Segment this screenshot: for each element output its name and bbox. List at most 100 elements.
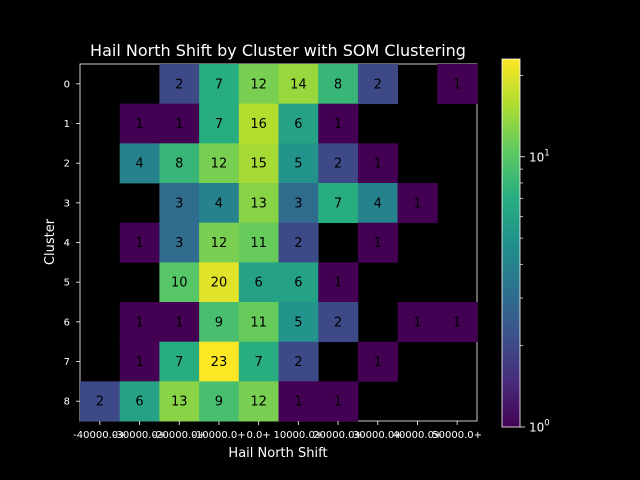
heatmap-cell xyxy=(238,222,279,263)
heatmap-cell xyxy=(357,341,398,382)
cell-value-label: 8 xyxy=(175,157,183,172)
cell-value-label: 3 xyxy=(294,196,302,211)
heatmap-cell xyxy=(238,143,279,184)
cell-value-label: 23 xyxy=(211,355,228,370)
y-tick-label: 5 xyxy=(64,278,70,289)
cell-value-label: 1 xyxy=(334,276,342,291)
heatmap-cell xyxy=(318,381,359,422)
y-tick-label: 3 xyxy=(64,198,70,209)
heatmap-cell xyxy=(238,64,279,105)
cell-value-label: 4 xyxy=(374,196,382,211)
x-tick-label: 50000.0+ xyxy=(432,430,482,441)
heatmap-cell xyxy=(437,64,478,105)
cell-value-labels: 2 7 12 14 8 2 11 1 7 16 6 14 8 12 15 5 2 13 4 13 3 7 4 11 3 12 11 2… xyxy=(96,77,462,409)
cell-value-label: 1 xyxy=(334,395,342,410)
heatmap-cell xyxy=(119,302,160,343)
cell-value-label: 2 xyxy=(96,395,104,410)
cell-value-label: 1 xyxy=(413,315,421,330)
cell-value-label: 11 xyxy=(250,315,267,330)
cell-value-label: 9 xyxy=(215,315,223,330)
heatmap-cell xyxy=(159,341,200,382)
y-tick-label: 2 xyxy=(64,159,70,170)
heatmap-cell xyxy=(119,381,160,422)
y-tick-label: 0 xyxy=(64,79,70,90)
x-tick-label: 40000.0+ xyxy=(393,430,443,441)
cell-value-label: 6 xyxy=(294,276,302,291)
heatmap-cell xyxy=(199,262,240,303)
heatmap-cell xyxy=(357,143,398,184)
cell-value-label: 14 xyxy=(290,77,307,92)
x-axis-label: Hail North Shift xyxy=(228,446,327,461)
cell-value-label: 1 xyxy=(175,315,183,330)
cell-value-label: 3 xyxy=(175,196,183,211)
cell-value-label: 7 xyxy=(175,355,183,370)
cell-value-label: 1 xyxy=(334,117,342,132)
cell-value-label: 2 xyxy=(294,355,302,370)
cell-value-label: 5 xyxy=(294,157,302,172)
cell-value-label: 12 xyxy=(250,77,267,92)
heatmap-cell xyxy=(278,64,319,105)
heatmap-cell xyxy=(199,341,240,382)
heatmap-cell xyxy=(159,262,200,303)
heatmap-cell xyxy=(199,64,240,105)
cell-value-label: 2 xyxy=(374,77,382,92)
x-tick-label: -40000.0+ xyxy=(73,430,126,441)
heatmap-cell xyxy=(119,103,160,144)
cell-value-label: 16 xyxy=(250,117,267,132)
cell-value-label: 6 xyxy=(255,276,263,291)
cell-value-label: 6 xyxy=(294,117,302,132)
cell-value-label: 7 xyxy=(255,355,263,370)
heatmap-cells xyxy=(80,64,478,422)
cell-value-label: 1 xyxy=(453,77,461,92)
y-axis-ticks: 0 1 2 3 4 5 6 7 8 xyxy=(64,79,80,408)
cell-value-label: 1 xyxy=(135,117,143,132)
heatmap-cell xyxy=(238,262,279,303)
x-axis-ticks: -40000.0+-30000.0+-20000.0+-10000.0+ 0.0+… xyxy=(73,421,482,441)
cell-value-label: 5 xyxy=(294,315,302,330)
x-tick-label: -10000.0+ xyxy=(192,430,245,441)
cell-value-label: 1 xyxy=(374,355,382,370)
cell-value-label: 2 xyxy=(334,157,342,172)
cell-value-label: 2 xyxy=(334,315,342,330)
cell-value-label: 7 xyxy=(334,196,342,211)
cell-value-label: 12 xyxy=(250,395,267,410)
heatmap-cell xyxy=(437,302,478,343)
heatmap-cell xyxy=(278,103,319,144)
heatmap-cell xyxy=(278,341,319,382)
heatmap-cell xyxy=(238,341,279,382)
cell-value-label: 20 xyxy=(211,276,228,291)
heatmap-cell xyxy=(318,64,359,105)
heatmap-cell xyxy=(159,64,200,105)
x-tick-label: 20000.0+ xyxy=(313,430,363,441)
heatmap-cell xyxy=(119,143,160,184)
colorbar-ticks: 100 101 xyxy=(520,75,550,435)
heatmap-cell xyxy=(238,183,279,224)
heatmap-cell xyxy=(159,103,200,144)
heatmap-cell xyxy=(278,262,319,303)
cell-value-label: 1 xyxy=(413,196,421,211)
heatmap-cell xyxy=(199,381,240,422)
cell-value-label: 6 xyxy=(135,395,143,410)
heatmap-cell xyxy=(397,302,438,343)
heatmap-cell xyxy=(278,381,319,422)
cell-value-label: 15 xyxy=(250,157,267,172)
x-tick-label: 10000.0+ xyxy=(273,430,323,441)
x-tick-label: -30000.0+ xyxy=(113,430,166,441)
cell-value-label: 1 xyxy=(175,117,183,132)
cell-value-label: 7 xyxy=(215,77,223,92)
heatmap-cell xyxy=(238,302,279,343)
heatmap-cell xyxy=(278,183,319,224)
cell-value-label: 4 xyxy=(135,157,143,172)
x-tick-label: -20000.0+ xyxy=(153,430,206,441)
y-tick-label: 7 xyxy=(64,357,70,368)
heatmap-cell xyxy=(278,143,319,184)
heatmap-cell xyxy=(357,64,398,105)
x-tick-label: 30000.0+ xyxy=(353,430,403,441)
heatmap-cell xyxy=(278,302,319,343)
heatmap-cell xyxy=(159,222,200,263)
cell-value-label: 1 xyxy=(135,236,143,251)
heatmap-cell xyxy=(119,222,160,263)
colorbar-tick-label: 101 xyxy=(529,148,550,164)
heatmap-cell xyxy=(199,183,240,224)
